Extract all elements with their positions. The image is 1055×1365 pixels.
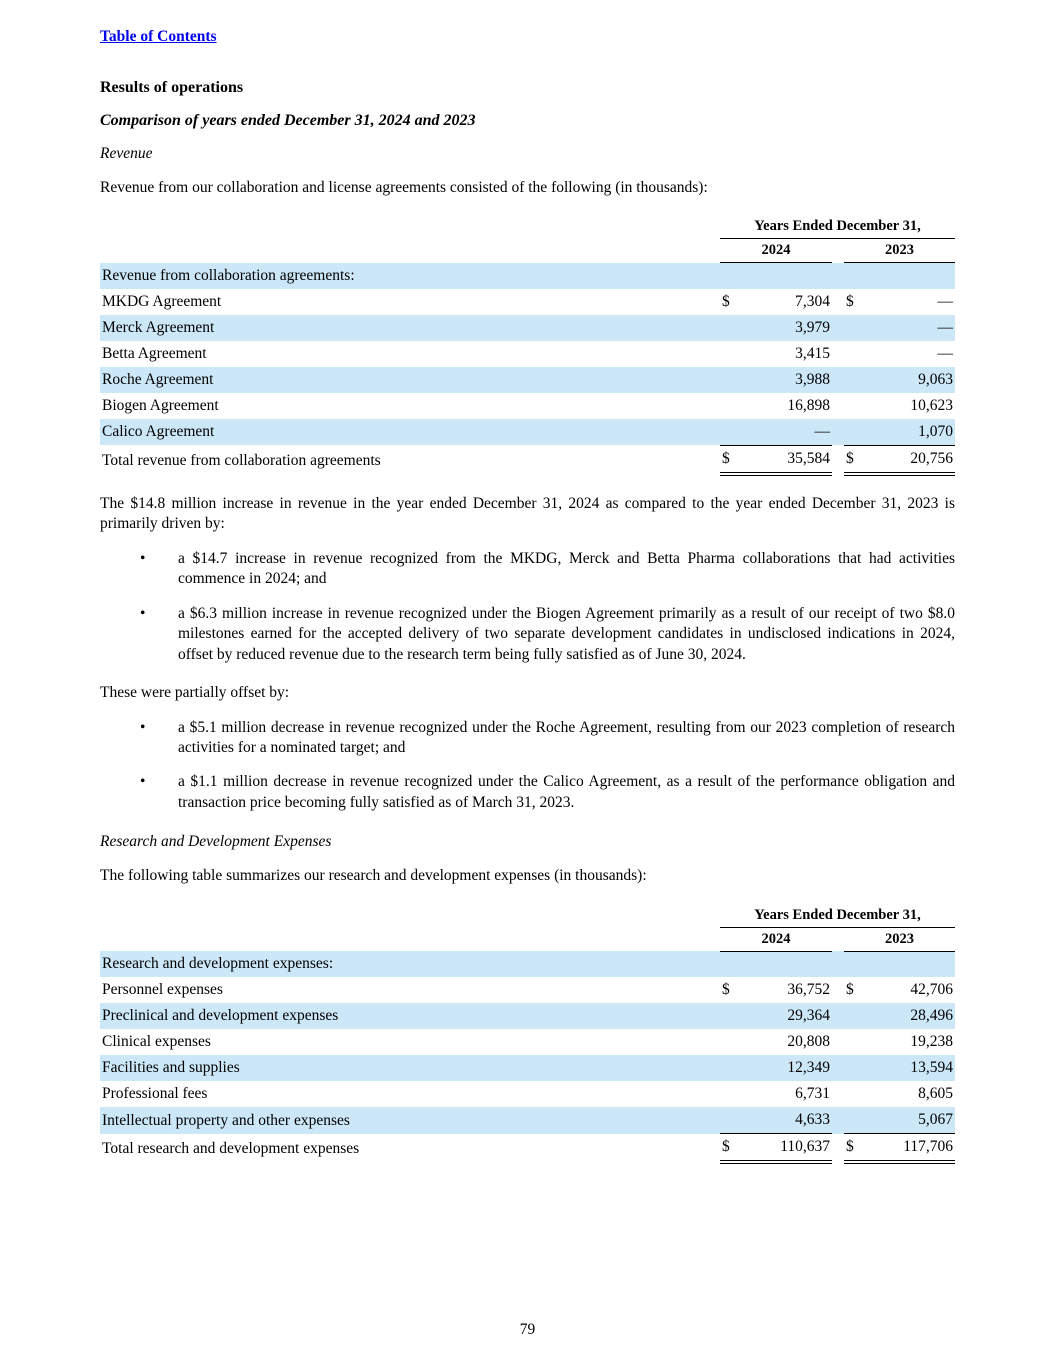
bullet-marker: •	[140, 604, 146, 622]
bullet-text: a $5.1 million decrease in revenue recog…	[178, 718, 955, 757]
comparison-heading: Comparison of years ended December 31, 2…	[100, 112, 476, 129]
revenue-intro-paragraph: Revenue from our collaboration and licen…	[100, 179, 708, 196]
year-2023-header: 2023	[844, 238, 955, 264]
rd-intro-paragraph: The following table summarizes our resea…	[100, 867, 647, 885]
table-row: Clinical expenses 20,808 19,238	[102, 1033, 953, 1051]
table-row: Facilities and supplies 12,349 13,594	[100, 1055, 955, 1082]
table-row: MKDG Agreement $ 7,304 $ —	[102, 292, 953, 310]
list-item: • a $5.1 million decrease in revenue rec…	[100, 718, 955, 759]
table-row: Merck Agreement 3,979 —	[100, 314, 955, 341]
section-label: Revenue from collaboration agreements:	[102, 266, 355, 284]
years-ended-header: Years Ended December 31,	[720, 903, 955, 928]
table-row: Roche Agreement 3,988 9,063	[100, 366, 955, 393]
table-header-row: Years Ended December 31,	[100, 903, 955, 928]
years-ended-header: Years Ended December 31,	[720, 215, 955, 240]
bullet-marker: •	[140, 773, 146, 791]
year-2024-header: 2024	[720, 927, 832, 952]
table-row: Personnel expenses $ 36,752 $ 42,706	[102, 981, 953, 999]
table-row: Biogen Agreement 16,898 10,623	[102, 396, 953, 414]
bullet-text: a $6.3 million increase in revenue recog…	[178, 604, 955, 663]
table-section-row: Research and development expenses:	[100, 951, 955, 978]
list-item: • a $1.1 million decrease in revenue rec…	[100, 772, 955, 813]
increase-summary-paragraph: The $14.8 million increase in revenue in…	[100, 494, 955, 533]
revenue-table: Years Ended December 31, 2024 2023 Reven…	[100, 215, 955, 476]
section-label: Research and development expenses:	[102, 955, 334, 973]
bullet-marker: •	[140, 718, 146, 736]
rd-expenses-heading: Research and Development Expenses	[100, 833, 332, 851]
table-row: Betta Agreement 3,415 —	[102, 344, 953, 362]
revenue-heading: Revenue	[100, 145, 153, 162]
bullet-text: a $1.1 million decrease in revenue recog…	[178, 773, 955, 811]
table-year-header-row: 2024 2023	[100, 927, 955, 952]
offset-intro-paragraph: These were partially offset by:	[100, 684, 290, 702]
table-row: Preclinical and development expenses 29,…	[100, 1003, 955, 1030]
rd-expenses-table: Years Ended December 31, 2024 2023 Resea…	[100, 903, 955, 1165]
page-number: 79	[519, 1321, 536, 1338]
year-2023-header: 2023	[844, 927, 955, 952]
table-section-row: Revenue from collaboration agreements:	[100, 262, 955, 289]
table-header-row: Years Ended December 31,	[100, 215, 955, 240]
table-total-row: Total research and development expenses …	[100, 1133, 955, 1165]
table-total-row: Total revenue from collaboration agreeme…	[100, 444, 955, 476]
table-row: Intellectual property and other expenses…	[100, 1107, 955, 1134]
bullet-marker: •	[140, 549, 146, 567]
list-item: • a $14.7 increase in revenue recognized…	[100, 549, 955, 590]
list-item: • a $6.3 million increase in revenue rec…	[100, 604, 955, 665]
table-year-header-row: 2024 2023	[100, 238, 955, 264]
table-of-contents-link[interactable]: Table of Contents	[100, 28, 217, 45]
bullet-text: a $14.7 increase in revenue recognized f…	[178, 549, 955, 588]
table-row: Calico Agreement — 1,070	[100, 418, 955, 446]
results-of-operations-heading: Results of operations	[100, 79, 244, 96]
year-2024-header: 2024	[720, 238, 832, 264]
table-row: Professional fees 6,731 8,605	[102, 1085, 953, 1103]
